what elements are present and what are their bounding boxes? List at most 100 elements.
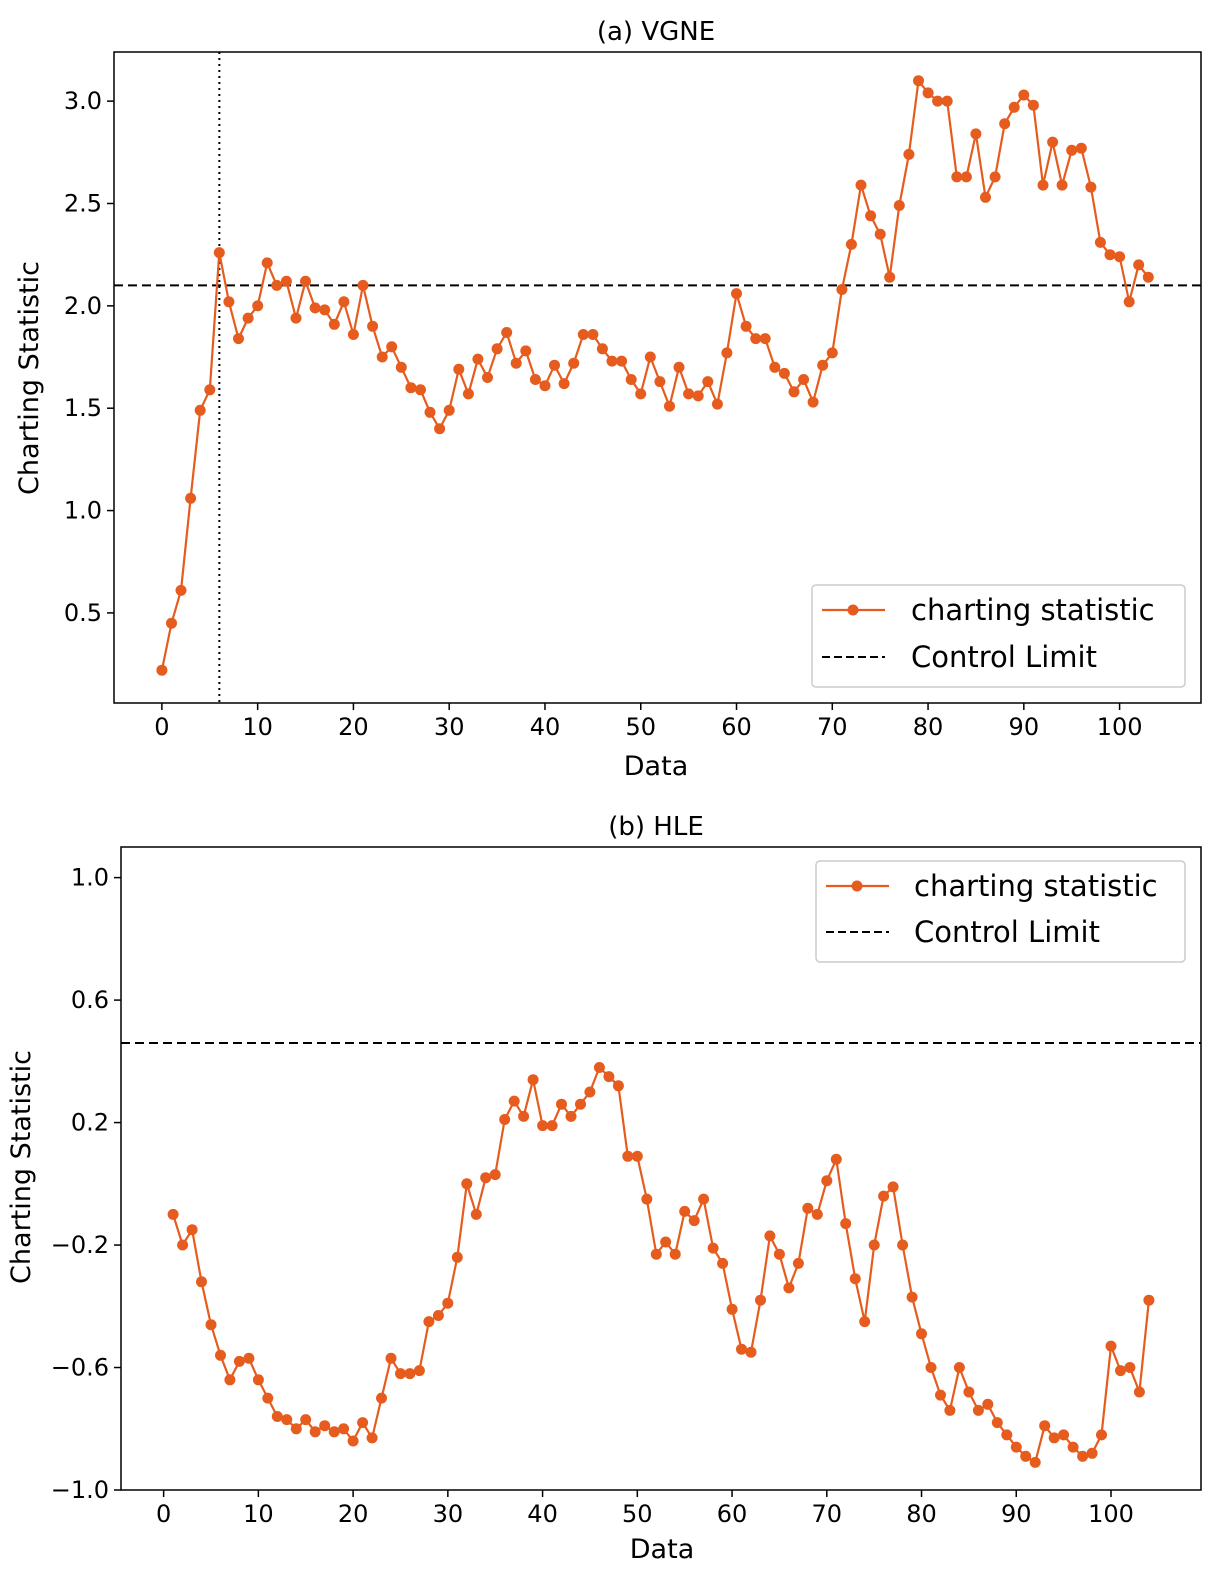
data-point (281, 1414, 293, 1426)
data-point (673, 361, 685, 373)
data-point (565, 1110, 577, 1122)
data-point (913, 75, 924, 87)
data-point (603, 1071, 615, 1083)
data-point (1075, 142, 1087, 154)
data-point (688, 1215, 700, 1227)
data-point (1124, 1362, 1136, 1373)
data-point (963, 1386, 975, 1398)
data-point (395, 361, 407, 373)
x-tick-label: 60 (721, 713, 752, 741)
data-point (773, 1248, 785, 1260)
data-point (641, 1193, 653, 1205)
legend-label-control-limit: Control Limit (911, 640, 1097, 674)
data-point (175, 584, 187, 596)
y-axis-label: Charting Statistic (6, 1050, 37, 1284)
data-point (271, 1411, 283, 1422)
y-axis-label: Charting Statistic (14, 261, 45, 495)
data-point (242, 312, 254, 324)
data-point (357, 279, 369, 291)
data-point (980, 191, 991, 203)
data-point (376, 351, 388, 363)
data-point (721, 347, 733, 359)
data-point (1056, 179, 1068, 191)
data-point (204, 384, 216, 396)
data-point (855, 179, 867, 191)
data-point (1115, 1365, 1126, 1377)
data-point (989, 171, 1001, 183)
data-point (922, 87, 934, 99)
data-point (731, 288, 742, 300)
data-point (970, 128, 982, 140)
series-line (160, 79, 1150, 671)
data-point (319, 304, 331, 316)
data-point (1077, 1450, 1089, 1462)
data-point (821, 1175, 833, 1187)
data-point (935, 1389, 946, 1401)
data-point (194, 404, 206, 416)
data-point (1039, 1420, 1051, 1432)
data-point (692, 390, 704, 402)
data-point (925, 1362, 937, 1373)
data-point (836, 284, 848, 295)
data-point (424, 406, 436, 418)
data-point (491, 343, 503, 355)
data-point (527, 1074, 539, 1086)
data-point (415, 384, 426, 396)
data-point (826, 347, 838, 359)
data-point (903, 148, 915, 160)
data-point (878, 1190, 890, 1202)
x-tick-label: 30 (433, 1500, 464, 1528)
data-point (944, 1404, 956, 1416)
data-point (205, 1319, 217, 1331)
legend-label-control-limit: Control Limit (914, 915, 1100, 949)
data-point (1047, 136, 1059, 148)
data-point (338, 296, 350, 308)
data-point (783, 1282, 795, 1294)
data-point (1143, 1294, 1155, 1306)
y-tick-label: 1.0 (64, 497, 102, 525)
chart-title: (b) HLE (608, 812, 704, 842)
data-point (616, 355, 628, 367)
data-point (309, 302, 321, 314)
data-point (750, 333, 762, 345)
data-point (840, 1218, 852, 1230)
data-point (451, 1251, 463, 1263)
data-point (683, 388, 695, 400)
data-point (755, 1294, 766, 1306)
x-tick-label: 70 (812, 1500, 843, 1528)
data-point (568, 357, 580, 369)
legend-swatch-marker (847, 604, 859, 616)
data-point (470, 1208, 482, 1220)
data-point (185, 492, 197, 504)
x-axis-label: Data (624, 751, 688, 782)
data-point (290, 1423, 302, 1435)
data-point (233, 1355, 245, 1367)
data-point (549, 359, 560, 371)
data-point (442, 1297, 454, 1309)
data-point (660, 1236, 672, 1248)
data-point (1020, 1450, 1032, 1462)
data-point (558, 378, 570, 390)
y-tick-label: 0.2 (71, 1109, 109, 1137)
data-point (186, 1224, 198, 1236)
data-point (508, 1095, 520, 1107)
data-point (1001, 1429, 1013, 1441)
data-point (280, 275, 292, 287)
data-point (413, 1365, 425, 1377)
data-point (953, 1362, 965, 1373)
data-point (215, 1349, 226, 1361)
data-point (874, 228, 886, 240)
plot-frame (113, 51, 1202, 704)
x-axis-label: Data (630, 1534, 694, 1565)
data-point (1086, 1447, 1098, 1459)
data-point (366, 1432, 378, 1444)
data-point (893, 200, 905, 211)
data-point (1027, 99, 1039, 111)
panel-hle: (b) HLE Charting Statistic Data 0 10 20 30 4… (6, 812, 1202, 1565)
panel-vgne: (a) VGNE Charting Statistic Data 0 10 20 30… (14, 17, 1202, 782)
y-tick-label: 0.6 (71, 986, 109, 1014)
data-point (587, 329, 599, 340)
x-tick-label: 100 (1088, 1500, 1134, 1528)
data-point (300, 1414, 312, 1426)
data-point (290, 312, 302, 324)
